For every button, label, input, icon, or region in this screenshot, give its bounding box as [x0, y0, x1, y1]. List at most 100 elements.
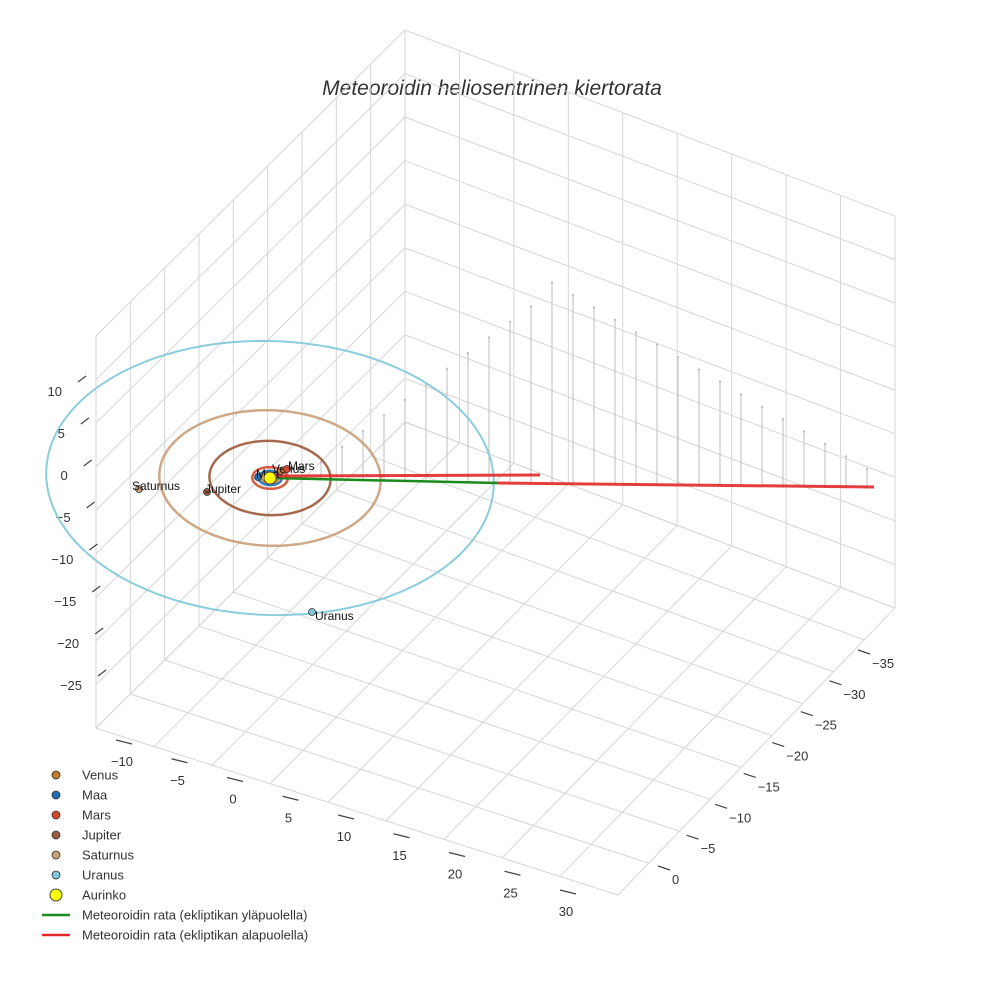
x-axis-tick-label: −10 [111, 754, 133, 769]
x-axis-tick-label: 10 [337, 829, 351, 844]
drop-point [739, 393, 743, 396]
grid-line [95, 290, 406, 598]
y-axis-tick-label: −10 [729, 810, 751, 825]
grid-line [95, 29, 406, 337]
y-axis-tick-mark [686, 834, 699, 840]
x-axis-tick-mark [226, 776, 244, 783]
legend-marker-swatch [51, 830, 61, 840]
orbit-saturnus [158, 408, 382, 548]
legend: Venus Maa Mars Jupiter Saturnus Uranus Aurinko… [42, 768, 308, 943]
x-axis-tick-label: 25 [503, 885, 517, 900]
grid-line [95, 421, 406, 729]
drop-point [823, 442, 827, 446]
y-axis-tick-mark [772, 742, 785, 748]
drop-point [760, 405, 764, 408]
y-axis-tick-label: −20 [786, 749, 808, 764]
planet-maa [254, 473, 262, 481]
planet-label-uranus: Uranus [315, 609, 354, 623]
y-axis-tick-label: −30 [843, 687, 865, 702]
grid-line [404, 73, 896, 261]
y-axis-tick-mark [657, 865, 671, 871]
drop-point [361, 430, 365, 433]
grid-line [443, 545, 733, 840]
x-axis-tick-label: 30 [559, 904, 573, 919]
legend-sun-swatch [49, 888, 63, 902]
grid-line [153, 442, 460, 747]
y-axis-tick-mark [829, 680, 842, 686]
drop-point [508, 320, 512, 324]
z-axis-tick-mark [83, 459, 93, 467]
legend-label: Saturnus [82, 848, 135, 863]
legend-marker-swatch [51, 850, 61, 860]
grid-line [404, 160, 896, 348]
grid-line [385, 524, 678, 822]
grid-line [198, 625, 711, 800]
drop-point [487, 336, 491, 339]
z-axis-tick-label: −10 [51, 552, 73, 567]
z-axis-tick-label: −20 [57, 636, 79, 651]
grid-line [95, 160, 406, 468]
drop-point [571, 294, 575, 297]
x-axis-tick-mark [504, 870, 521, 876]
grid-line [404, 334, 896, 522]
planet-mars [283, 465, 291, 473]
y-axis-tick-mark [714, 803, 728, 809]
chart-title: Meteoroidin heliosentrinen kiertorata [322, 77, 662, 100]
z-axis-tick-mark [86, 501, 95, 509]
grid-line [95, 378, 406, 685]
trajectory-below-ecliptic-near [275, 473, 541, 478]
planet-jupiter [203, 488, 211, 496]
grid-line [95, 727, 619, 896]
planet-saturnus [135, 485, 143, 493]
z-axis-tick-mark [80, 417, 90, 425]
trajectory-below-ecliptic [497, 481, 875, 489]
grid-line [269, 483, 569, 785]
z-axis-tick-label: 10 [48, 384, 62, 399]
planet-label-saturnus: Saturnus [132, 479, 180, 493]
z-axis-tick-label: 0 [60, 468, 67, 483]
grid-line [370, 455, 865, 641]
x-axis-tick-label: 0 [229, 792, 236, 807]
x-axis-tick-label: −5 [170, 773, 185, 788]
planet-orbits [45, 339, 495, 617]
legend-marker-swatch [51, 770, 61, 780]
z-axis-tick-mark [91, 585, 101, 593]
grid-line [95, 116, 406, 424]
legend-label: Aurinko [82, 888, 126, 903]
grid-line [164, 659, 680, 832]
drop-point [550, 281, 554, 284]
x-axis-tick-mark [282, 795, 299, 801]
x-axis-tick-mark [393, 833, 410, 839]
grid-line [404, 421, 896, 609]
grid-line [233, 591, 742, 768]
y-axis-tick-label: −25 [815, 718, 837, 733]
grid-line [336, 489, 834, 673]
drop-point [634, 331, 638, 334]
drop-point [403, 398, 407, 402]
planet-label-jupiter: Jupiter [205, 482, 241, 496]
drop-point [382, 414, 386, 417]
grid-line [301, 523, 803, 705]
grid-line [617, 607, 896, 896]
grid-line [501, 566, 787, 859]
drop-point [718, 380, 722, 384]
drop-point [844, 455, 848, 458]
grid-line [404, 247, 896, 435]
drop-point [592, 306, 596, 309]
drop-point [613, 318, 617, 322]
grid-line [404, 29, 896, 217]
grid-line [404, 203, 896, 391]
grid-line [130, 693, 649, 864]
y-axis-tick-mark [743, 772, 756, 778]
orbit-uranus [45, 339, 495, 617]
planet-label-mars: Mars [288, 459, 315, 473]
tick-labels: −10 −5 0 5 10 15 20 25 30 −35 −30 −25 −20 −15 −10 −5 0 10… [48, 375, 894, 919]
grid-line [95, 73, 406, 380]
grid-layer [95, 29, 896, 896]
z-axis-tick-label: −25 [60, 678, 82, 693]
drop-point [466, 352, 470, 355]
drop-point [865, 467, 869, 470]
sun-marker [263, 471, 277, 485]
